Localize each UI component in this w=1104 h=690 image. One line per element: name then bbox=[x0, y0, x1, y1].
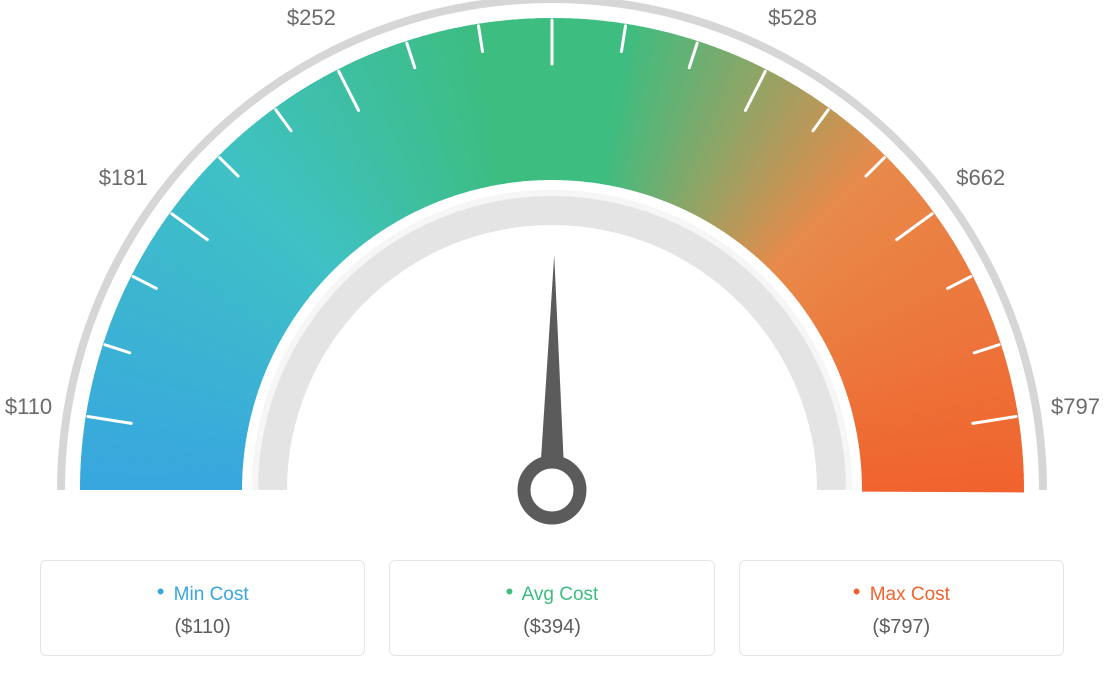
scale-label: $181 bbox=[99, 165, 148, 191]
scale-label: $662 bbox=[956, 165, 1005, 191]
legend-row: • Min Cost ($110) • Avg Cost ($394) • Ma… bbox=[0, 560, 1104, 656]
legend-label: Max Cost bbox=[870, 584, 950, 605]
legend-value-max: ($797) bbox=[750, 616, 1053, 639]
legend-title-max: • Max Cost bbox=[750, 579, 1053, 606]
dot-icon: • bbox=[506, 579, 514, 604]
legend-card-min: • Min Cost ($110) bbox=[40, 560, 365, 656]
scale-label: $797 bbox=[1051, 394, 1100, 420]
scale-label: $110 bbox=[5, 394, 52, 420]
legend-title-min: • Min Cost bbox=[51, 579, 354, 606]
legend-card-avg: • Avg Cost ($394) bbox=[389, 560, 714, 656]
dot-icon: • bbox=[853, 579, 861, 604]
legend-card-max: • Max Cost ($797) bbox=[739, 560, 1064, 656]
gauge-svg bbox=[0, 0, 1104, 540]
dot-icon: • bbox=[157, 579, 165, 604]
legend-value-min: ($110) bbox=[51, 616, 354, 639]
legend-title-avg: • Avg Cost bbox=[400, 579, 703, 606]
legend-value-avg: ($394) bbox=[400, 616, 703, 639]
legend-label: Min Cost bbox=[174, 584, 249, 605]
legend-label: Avg Cost bbox=[522, 584, 599, 605]
gauge-chart: $110$181$252$394$528$662$797 bbox=[0, 0, 1104, 540]
scale-label: $252 bbox=[287, 5, 336, 31]
scale-label: $528 bbox=[768, 5, 817, 31]
